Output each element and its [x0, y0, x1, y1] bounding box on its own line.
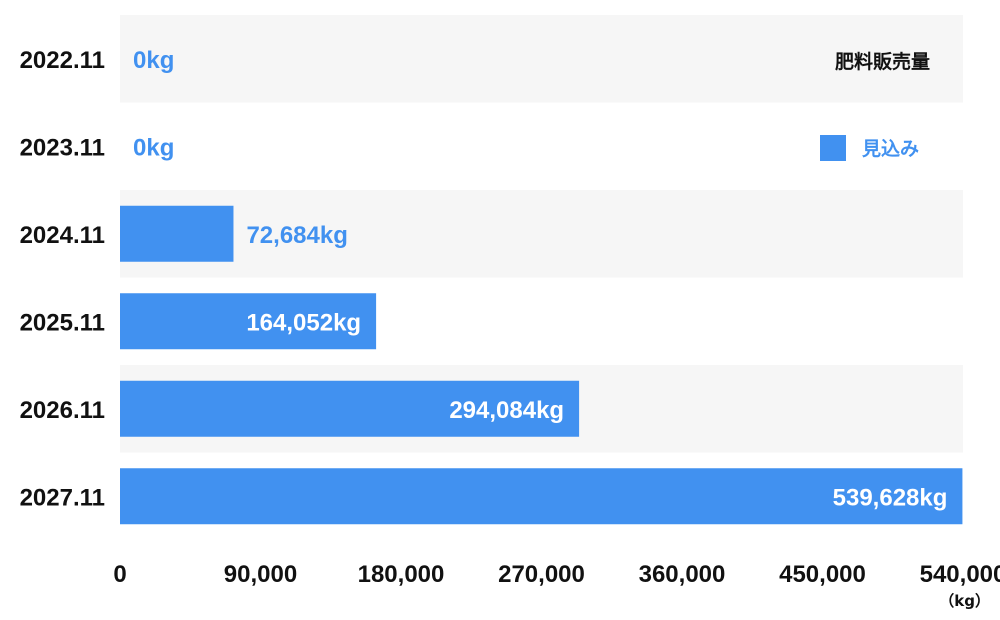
- x-tick-label: 0: [113, 561, 126, 588]
- category-label: 2022.11: [20, 47, 105, 74]
- row-bands: [120, 15, 963, 540]
- bar: [120, 468, 963, 525]
- chart-title: 肥料販売量: [835, 50, 930, 73]
- bars-group: [120, 205, 963, 525]
- value-label: 294,084kg: [449, 397, 564, 424]
- bar: [120, 293, 377, 350]
- value-label: 0kg: [133, 47, 174, 74]
- value-label: 539,628kg: [833, 484, 948, 511]
- value-label: 164,052kg: [246, 309, 361, 336]
- category-label: 2025.11: [20, 309, 105, 336]
- category-label: 2023.11: [20, 134, 105, 161]
- bar: [120, 380, 580, 437]
- x-tick-label: 360,000: [639, 561, 726, 588]
- x-unit-label: （kg）: [939, 592, 990, 610]
- value-label: 0kg: [133, 134, 174, 161]
- category-label: 2027.11: [20, 484, 105, 511]
- x-tick-label: 270,000: [498, 561, 585, 588]
- x-tick-labels: 0 90,000 180,000 270,000 360,000 450,000 540,0…: [113, 561, 1000, 588]
- x-tick-label: 180,000: [358, 561, 445, 588]
- category-label: 2026.11: [20, 397, 105, 424]
- x-tick-label: 450,000: [779, 561, 866, 588]
- bar: [120, 205, 234, 262]
- value-labels: 0kg 0kg 72,684kg 164,052kg 294,084kg 539,628k…: [133, 47, 947, 512]
- row-band: [120, 190, 963, 278]
- legend-swatch: [820, 135, 846, 161]
- x-tick-label: 540,000: [920, 561, 1000, 588]
- value-label: 72,684kg: [246, 222, 347, 249]
- category-label: 2024.11: [20, 222, 105, 249]
- category-labels: 2022.11 2023.11 2024.11 2025.11 2026.11 2027.…: [20, 47, 105, 512]
- row-band: [120, 15, 963, 103]
- legend-label: 見込み: [862, 138, 919, 160]
- x-tick-label: 90,000: [224, 561, 297, 588]
- legend: 見込み: [820, 135, 919, 161]
